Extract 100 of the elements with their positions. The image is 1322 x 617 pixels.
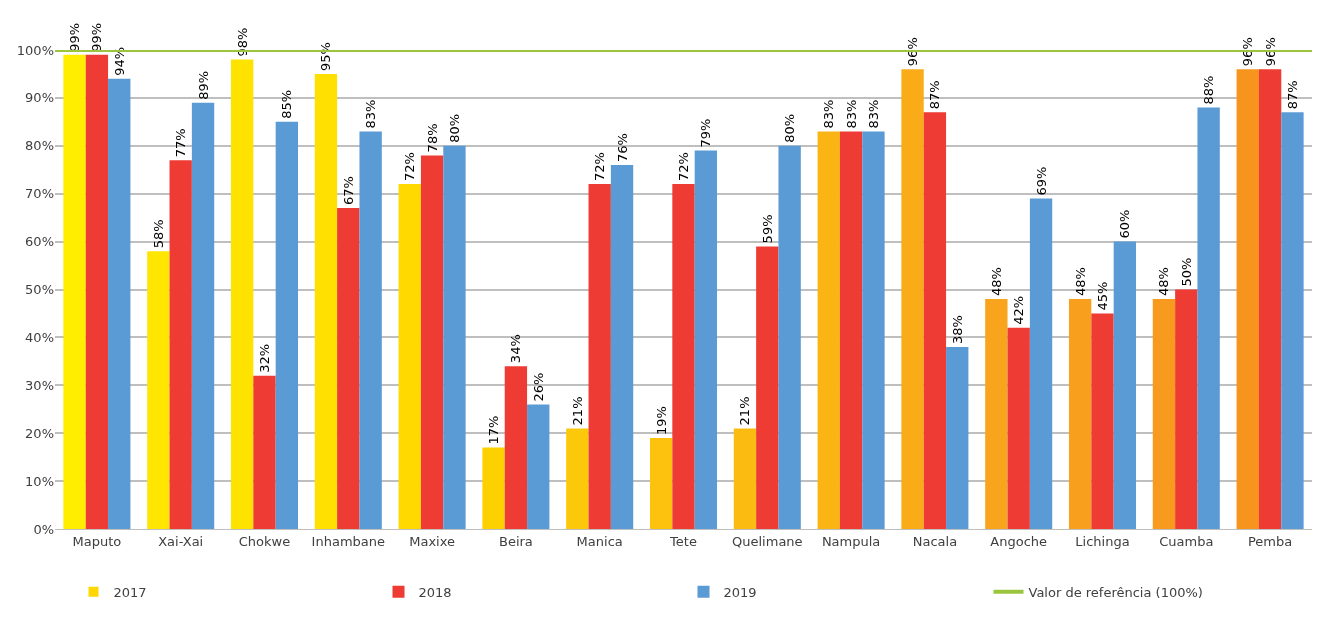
legend-label: 2018 bbox=[418, 584, 452, 600]
bar bbox=[230, 59, 254, 529]
legend-label: Valor de referência (100%) bbox=[1028, 584, 1203, 600]
data-label: 72% bbox=[592, 152, 608, 182]
y-tick-label: 60% bbox=[25, 234, 54, 250]
data-label: 34% bbox=[508, 334, 524, 364]
x-tick-label: Maxixe bbox=[409, 533, 455, 549]
bar bbox=[108, 78, 131, 529]
bar bbox=[862, 131, 885, 529]
data-label: 80% bbox=[446, 113, 462, 143]
data-label: 48% bbox=[988, 267, 1004, 297]
data-label: 85% bbox=[279, 89, 295, 119]
data-label: 32% bbox=[257, 343, 272, 373]
bar bbox=[566, 428, 589, 529]
bar bbox=[946, 346, 969, 529]
data-label: 89% bbox=[195, 70, 211, 100]
data-label: 87% bbox=[1284, 80, 1300, 110]
bar bbox=[1007, 327, 1030, 529]
data-label: 87% bbox=[927, 80, 943, 110]
data-label: 80% bbox=[782, 113, 798, 143]
data-label: 67% bbox=[340, 176, 356, 206]
x-tick-label: Lichinga bbox=[1075, 533, 1130, 549]
bar bbox=[1091, 313, 1114, 529]
bar bbox=[985, 299, 1008, 529]
x-tick-label: Inhambane bbox=[311, 533, 385, 549]
data-label: 99% bbox=[67, 22, 83, 52]
y-tick-label: 30% bbox=[25, 377, 54, 393]
x-tick-label: Xai-Xai bbox=[158, 533, 204, 549]
bar bbox=[482, 447, 505, 529]
bar bbox=[778, 145, 801, 529]
y-tick-label: 20% bbox=[25, 425, 54, 441]
y-tick-label: 40% bbox=[25, 329, 54, 345]
bar bbox=[1281, 112, 1304, 529]
bar bbox=[672, 184, 695, 529]
bar bbox=[337, 208, 360, 529]
bar bbox=[1197, 107, 1220, 529]
data-label: 60% bbox=[1117, 209, 1133, 239]
bar bbox=[420, 155, 444, 529]
data-label: 38% bbox=[949, 315, 965, 344]
data-label: 76% bbox=[614, 133, 630, 162]
bar bbox=[588, 184, 611, 529]
bar bbox=[756, 246, 779, 529]
data-label: 17% bbox=[486, 415, 502, 445]
data-label: 83% bbox=[843, 99, 859, 129]
data-label: 69% bbox=[1033, 166, 1049, 196]
bar bbox=[694, 150, 718, 529]
data-label: 21% bbox=[569, 396, 585, 426]
bar bbox=[817, 131, 840, 529]
x-tick-label: Manica bbox=[576, 533, 623, 549]
y-tick-label: 0% bbox=[33, 521, 54, 537]
bar bbox=[527, 404, 550, 529]
y-tick-label: 80% bbox=[25, 138, 54, 154]
data-label: 88% bbox=[1201, 75, 1217, 105]
y-tick-label: 100% bbox=[16, 42, 54, 58]
bar bbox=[923, 112, 947, 529]
bar bbox=[147, 251, 170, 529]
data-label: 48% bbox=[1156, 267, 1172, 297]
bar bbox=[63, 54, 86, 529]
bar bbox=[1068, 299, 1092, 529]
x-tick-label: Pemba bbox=[1247, 533, 1293, 549]
y-tick-label: 90% bbox=[25, 90, 54, 106]
x-tick-label: Beira bbox=[498, 533, 533, 549]
bar bbox=[610, 164, 634, 529]
y-tick-label: 50% bbox=[25, 282, 54, 298]
data-label: 50% bbox=[1178, 257, 1194, 287]
x-tick-label: Cuamba bbox=[1159, 533, 1214, 549]
bar bbox=[1152, 299, 1176, 529]
legend-label: 2017 bbox=[113, 584, 147, 600]
bar bbox=[1258, 69, 1282, 529]
bar bbox=[314, 73, 338, 529]
bar bbox=[191, 102, 215, 529]
x-tick-label: Chokwe bbox=[238, 533, 291, 549]
bar bbox=[839, 131, 863, 529]
legend-label: 2019 bbox=[723, 584, 757, 600]
x-tick-label: Maputo bbox=[72, 533, 122, 549]
bar bbox=[1029, 198, 1053, 529]
bar bbox=[253, 375, 276, 529]
data-label: 42% bbox=[1011, 295, 1027, 325]
bar bbox=[1236, 69, 1259, 529]
data-label: 45% bbox=[1095, 281, 1110, 311]
data-label: 83% bbox=[821, 99, 837, 129]
bar bbox=[85, 54, 109, 529]
bar bbox=[275, 121, 299, 529]
data-label: 48% bbox=[1072, 267, 1088, 297]
x-tick-label: Quelimane bbox=[732, 533, 803, 549]
x-tick-label: Angoche bbox=[990, 533, 1048, 549]
data-label: 19% bbox=[653, 406, 669, 435]
data-label: 21% bbox=[737, 396, 753, 426]
bar bbox=[443, 145, 466, 529]
bar bbox=[733, 428, 757, 529]
bar bbox=[359, 131, 382, 529]
data-label: 83% bbox=[363, 99, 379, 129]
x-tick-label: Nampula bbox=[821, 533, 881, 549]
bar bbox=[1113, 241, 1137, 529]
y-tick-label: 70% bbox=[25, 186, 54, 202]
y-tick-label: 10% bbox=[25, 473, 54, 489]
data-label: 78% bbox=[424, 123, 440, 153]
bar bbox=[1175, 289, 1198, 529]
x-tick-label: Nacala bbox=[912, 533, 958, 549]
data-label: 83% bbox=[865, 99, 881, 129]
